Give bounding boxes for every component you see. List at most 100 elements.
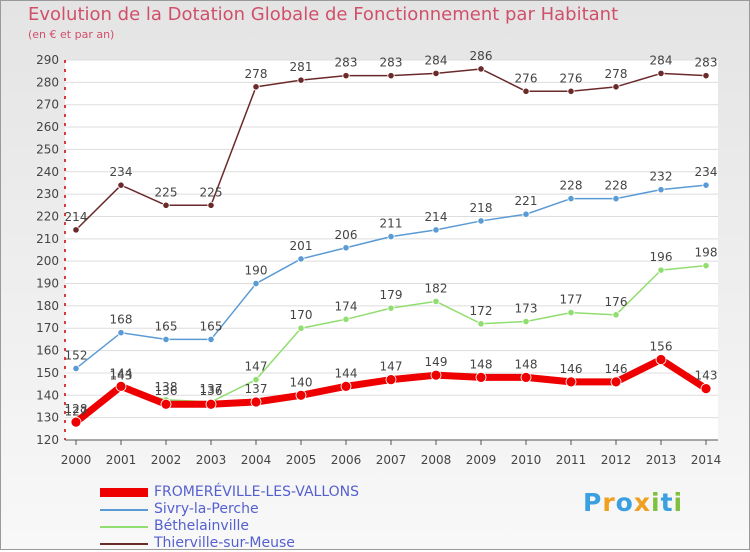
data-label-thierville-2000: 214 — [65, 210, 88, 224]
legend-item-thierville[interactable]: Thierville-sur-Meuse — [100, 535, 380, 552]
data-label-fromereville-2008: 149 — [425, 355, 448, 369]
point-fromereville-2000 — [70, 416, 82, 428]
chart-title: Evolution de la Dotation Globale de Fonc… — [28, 4, 619, 25]
point-sivry-2008 — [432, 226, 440, 234]
legend-label-sivry: Sivry-la-Perche — [154, 501, 259, 517]
data-label-fromereville-2003: 136 — [200, 384, 223, 398]
point-bethelainville-2005 — [297, 324, 305, 332]
y-tick-label-140: 140 — [36, 388, 59, 402]
point-sivry-2005 — [297, 255, 305, 263]
point-thierville-2005 — [297, 76, 305, 84]
data-label-sivry-2010: 221 — [515, 194, 538, 208]
data-label-sivry-2004: 190 — [245, 264, 268, 278]
data-label-sivry-2011: 228 — [560, 179, 583, 193]
point-thierville-2000 — [72, 226, 80, 234]
legend-label-thierville: Thierville-sur-Meuse — [154, 535, 295, 551]
legend: FROMERÉVILLE-LES-VALLONS Sivry-la-Perche… — [100, 484, 380, 552]
data-label-fromereville-2010: 148 — [515, 357, 538, 371]
point-sivry-2007 — [387, 232, 395, 241]
logo-letter: P — [583, 488, 603, 517]
data-label-sivry-2003: 165 — [200, 319, 223, 333]
data-label-bethelainville-2007: 179 — [380, 288, 403, 302]
data-label-fromereville-2013: 156 — [650, 340, 673, 354]
x-tick-label-2011: 2011 — [556, 453, 587, 467]
point-bethelainville-2004 — [252, 376, 260, 384]
data-label-thierville-2003: 225 — [200, 185, 223, 199]
legend-item-fromereville[interactable]: FROMERÉVILLE-LES-VALLONS — [100, 484, 380, 501]
x-tick-label-2006: 2006 — [331, 453, 362, 467]
point-fromereville-2007 — [385, 374, 397, 386]
point-sivry-2004 — [252, 279, 260, 288]
point-sivry-2006 — [342, 244, 350, 252]
point-sivry-2011 — [567, 194, 575, 203]
point-thierville-2004 — [252, 83, 260, 91]
data-label-bethelainville-2009: 172 — [470, 304, 493, 318]
y-tick-label-200: 200 — [36, 254, 59, 268]
point-fromereville-2009 — [475, 372, 487, 383]
data-label-sivry-2006: 206 — [335, 228, 358, 242]
y-tick-label-240: 240 — [36, 165, 59, 179]
data-label-sivry-2008: 214 — [425, 210, 448, 224]
point-sivry-2009 — [477, 217, 485, 225]
y-tick-label-210: 210 — [36, 232, 59, 246]
x-tick-label-2004: 2004 — [241, 453, 272, 467]
series-lines — [70, 65, 712, 428]
data-label-bethelainville-2001: 143 — [110, 369, 133, 383]
legend-label-fromereville: FROMERÉVILLE-LES-VALLONS — [154, 484, 360, 500]
data-label-bethelainville-2000: 127 — [65, 404, 88, 418]
point-sivry-2010 — [522, 210, 530, 218]
data-label-thierville-2010: 276 — [515, 71, 538, 85]
data-label-thierville-2014: 283 — [695, 56, 718, 70]
data-label-sivry-2009: 218 — [470, 201, 493, 215]
data-label-fromereville-2009: 148 — [470, 357, 493, 371]
point-bethelainville-2007 — [387, 304, 395, 312]
logo-letter: r — [602, 488, 616, 517]
point-fromereville-2014 — [700, 383, 712, 394]
data-label-bethelainville-2011: 177 — [560, 293, 583, 307]
data-label-sivry-2013: 232 — [650, 170, 673, 184]
point-fromereville-2002 — [160, 398, 172, 410]
x-tick-label-2001: 2001 — [106, 453, 137, 467]
logo-letter: x — [633, 488, 651, 517]
data-label-thierville-2006: 283 — [335, 56, 358, 70]
data-label-bethelainville-2013: 196 — [650, 250, 673, 264]
x-tick-label-2005: 2005 — [286, 453, 317, 467]
point-bethelainville-2012 — [612, 311, 620, 319]
data-label-bethelainville-2005: 170 — [290, 308, 313, 322]
x-tick-label-2008: 2008 — [421, 453, 452, 467]
legend-item-bethelainville[interactable]: Béthelainville — [100, 518, 380, 535]
y-tick-label-150: 150 — [36, 366, 59, 380]
x-tick-label-2007: 2007 — [376, 453, 407, 467]
data-label-fromereville-2007: 147 — [380, 360, 403, 374]
data-label-fromereville-2001: 144 — [110, 366, 133, 380]
data-label-bethelainville-2004: 147 — [245, 360, 268, 374]
logo-letter: t — [660, 488, 674, 517]
point-sivry-2013 — [657, 186, 665, 194]
chart-subtitle: (en € et par an) — [28, 28, 115, 41]
point-bethelainville-2014 — [702, 262, 710, 270]
data-label-fromereville-2012: 146 — [605, 362, 628, 376]
point-fromereville-2003 — [205, 398, 217, 410]
point-sivry-2003 — [207, 335, 215, 344]
data-label-fromereville-2005: 140 — [290, 375, 313, 389]
point-bethelainville-2009 — [477, 320, 485, 328]
x-tick-label-2012: 2012 — [601, 453, 632, 467]
point-fromereville-2001 — [115, 380, 127, 392]
point-bethelainville-2011 — [567, 308, 575, 317]
point-thierville-2002 — [162, 201, 170, 209]
y-tick-label-290: 290 — [36, 53, 59, 67]
point-thierville-2009 — [477, 65, 485, 73]
legend-item-sivry[interactable]: Sivry-la-Perche — [100, 501, 380, 518]
point-fromereville-2013 — [655, 354, 667, 365]
y-tick-label-120: 120 — [36, 433, 59, 447]
data-label-bethelainville-2012: 176 — [605, 295, 628, 309]
point-thierville-2008 — [432, 69, 440, 78]
logo-letter: i — [673, 488, 684, 517]
data-label-thierville-2001: 234 — [110, 165, 133, 179]
legend-swatch-sivry — [100, 509, 148, 511]
point-fromereville-2004 — [250, 396, 262, 408]
point-sivry-2014 — [702, 181, 710, 189]
y-tick-label-170: 170 — [36, 321, 59, 335]
data-label-thierville-2009: 286 — [470, 49, 493, 63]
data-label-fromereville-2000: 128 — [65, 402, 88, 416]
